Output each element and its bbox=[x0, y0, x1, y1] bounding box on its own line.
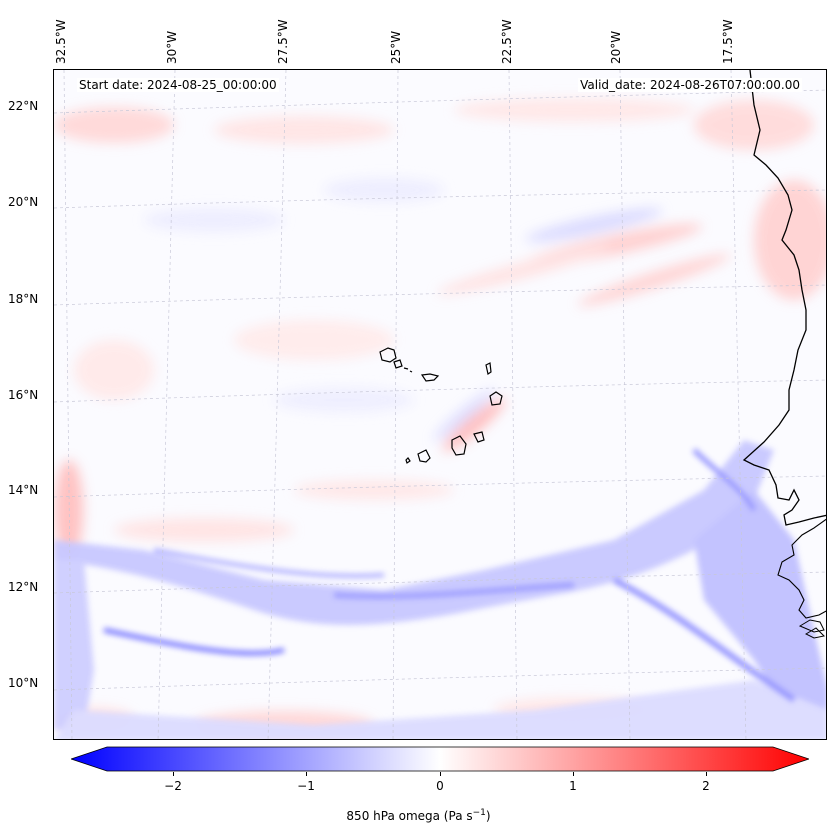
colorbar-graphic bbox=[69, 746, 811, 772]
lon-label-22-5w: 22.5°W bbox=[500, 19, 514, 64]
colorbar-tickmark-neg1 bbox=[306, 772, 307, 776]
colorbar-label-close: ) bbox=[485, 809, 491, 823]
coastline-africa bbox=[742, 70, 826, 526]
map-panel[interactable] bbox=[53, 69, 827, 740]
colorbar-tickmark-neg2 bbox=[173, 772, 174, 776]
colorbar-tick-2: 2 bbox=[702, 779, 710, 793]
coastline-guinea bbox=[777, 518, 826, 619]
graticule bbox=[54, 70, 826, 739]
lat-label-12n: 12°N bbox=[8, 580, 39, 594]
colorbar-tick-neg1: −1 bbox=[297, 779, 315, 793]
colorbar-label-main: 850 hPa omega (Pa s bbox=[346, 809, 473, 823]
colorbar-tickmark-0 bbox=[440, 772, 441, 776]
lon-label-32-5w: 32.5°W bbox=[54, 19, 68, 64]
cape-verde-islands bbox=[379, 347, 503, 464]
colorbar-tickmark-2 bbox=[706, 772, 707, 776]
lon-label-17-5w: 17.5°W bbox=[721, 19, 735, 64]
lon-label-30w: 30°W bbox=[165, 30, 179, 64]
lat-label-20n: 20°N bbox=[8, 195, 39, 209]
start-date-label: Start date: 2024-08-25_00:00:00 bbox=[77, 78, 279, 92]
lon-label-25w: 25°W bbox=[389, 30, 403, 64]
colorbar-tickmark-1 bbox=[573, 772, 574, 776]
valid-date-label: Valid_date: 2024-08-26T07:00:00.00 bbox=[578, 78, 802, 92]
colorbar-bar bbox=[69, 746, 811, 772]
colorbar-label-exponent: −1 bbox=[472, 808, 486, 818]
lat-label-16n: 16°N bbox=[8, 388, 39, 402]
lat-label-10n: 10°N bbox=[8, 676, 39, 690]
colorbar-tick-1: 1 bbox=[569, 779, 577, 793]
colorbar bbox=[69, 746, 811, 772]
lat-label-14n: 14°N bbox=[8, 483, 39, 497]
colorbar-tick-0: 0 bbox=[436, 779, 444, 793]
lon-label-20w: 20°W bbox=[609, 30, 623, 64]
colorbar-tick-neg2: −2 bbox=[164, 779, 182, 793]
map-background bbox=[54, 70, 826, 739]
lat-label-22n: 22°N bbox=[8, 99, 39, 113]
lon-label-27-5w: 27.5°W bbox=[276, 19, 290, 64]
colorbar-label: 850 hPa omega (Pa s−1) bbox=[0, 808, 837, 823]
lat-label-18n: 18°N bbox=[8, 292, 39, 306]
coastline-islets bbox=[798, 619, 826, 639]
omega-field-map bbox=[54, 70, 826, 739]
